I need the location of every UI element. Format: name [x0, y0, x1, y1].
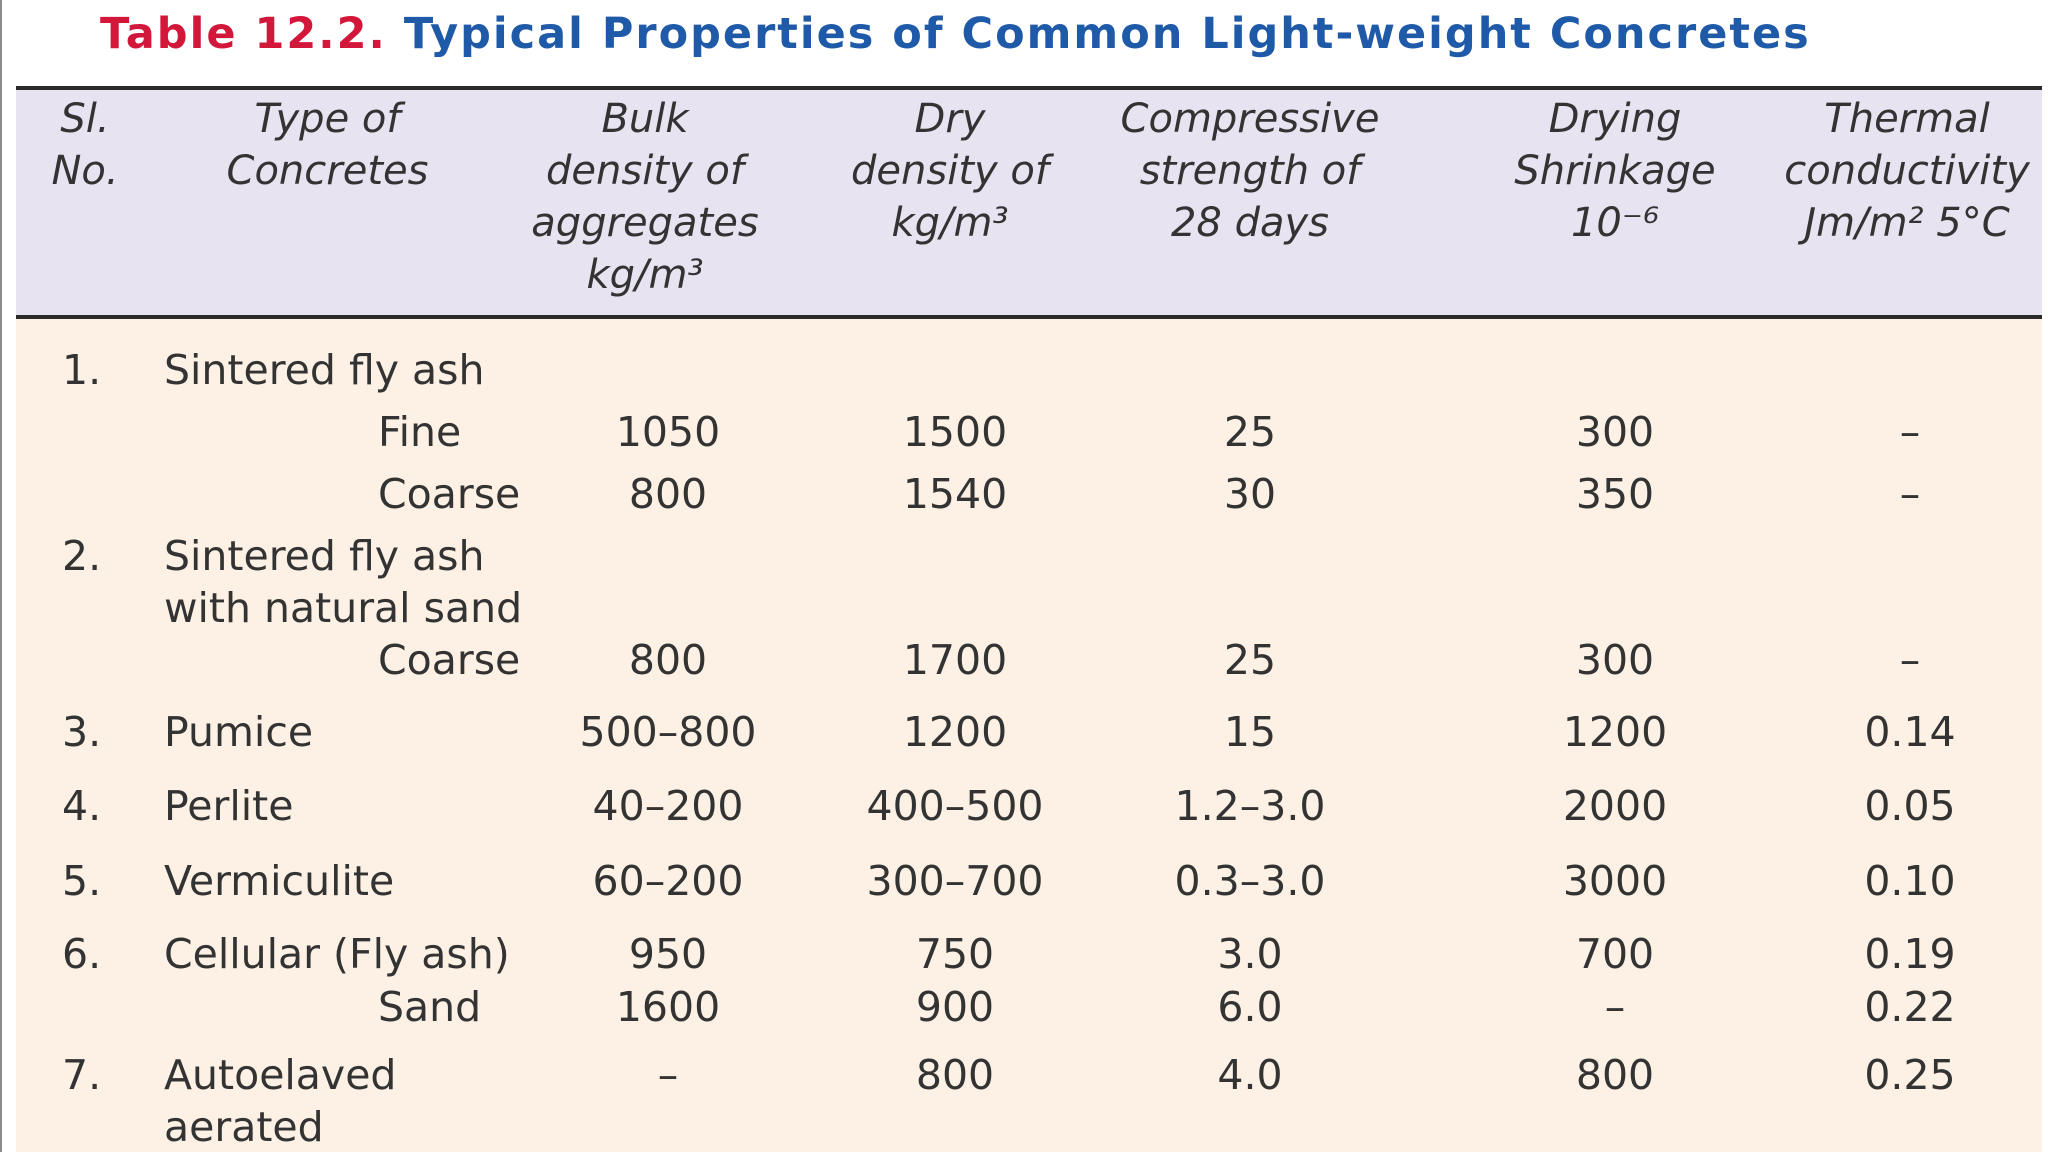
cell-dry: 1700: [902, 636, 1008, 684]
cell-shrink: 800: [1575, 1051, 1655, 1099]
cell-shrink: 2000: [1562, 782, 1668, 830]
cell-subtype: Fine: [378, 408, 462, 456]
body-band: [16, 318, 2042, 1152]
cell-thermal: –: [1899, 470, 1921, 518]
cell-thermal: –: [1899, 636, 1921, 684]
cell-thermal: 0.22: [1864, 983, 1956, 1031]
cell-sl: 1.: [62, 346, 102, 394]
cell-bulk: –: [657, 1051, 679, 1099]
window-edge: [0, 0, 2, 1152]
cell-subtype: Coarse: [378, 636, 521, 684]
cell-comp: 25: [1223, 636, 1277, 684]
cell-sl: 5.: [62, 857, 102, 905]
cell-sl: 4.: [62, 782, 102, 830]
cell-bulk: 60–200: [592, 857, 744, 905]
cell-comp: 15: [1223, 708, 1277, 756]
cell-type: Autoelaved aerated: [164, 1051, 397, 1151]
cell-dry: 1500: [902, 408, 1008, 456]
cell-type: Sintered fly ash: [164, 346, 485, 394]
cell-subtype: Sand: [378, 983, 482, 1031]
cell-comp: 6.0: [1217, 983, 1283, 1031]
table-caption: Typical Properties of Common Light-weigh…: [403, 9, 1811, 59]
cell-bulk: 500–800: [579, 708, 757, 756]
cell-comp: 1.2–3.0: [1174, 782, 1326, 830]
table-title: Table 12.2. Typical Properties of Common…: [100, 8, 2020, 60]
cell-bulk: 1600: [615, 983, 721, 1031]
table-number: Table 12.2.: [100, 9, 387, 59]
cell-sl: 6.: [62, 930, 102, 978]
cell-bulk: 40–200: [592, 782, 744, 830]
cell-thermal: 0.14: [1864, 708, 1956, 756]
cell-thermal: 0.05: [1864, 782, 1956, 830]
cell-comp: 25: [1223, 408, 1277, 456]
cell-type: Sintered fly ash with natural sand: [164, 532, 523, 632]
cell-type: Vermiculite: [164, 857, 395, 905]
cell-shrink: 300: [1575, 408, 1655, 456]
cell-type: Pumice: [164, 708, 314, 756]
cell-bulk: 800: [628, 470, 708, 518]
cell-dry: 400–500: [866, 782, 1044, 830]
cell-comp: 3.0: [1217, 930, 1283, 978]
cell-sl: 7.: [62, 1051, 102, 1099]
cell-dry: 900: [915, 983, 995, 1031]
cell-shrink: 3000: [1562, 857, 1668, 905]
cell-shrink: 700: [1575, 930, 1655, 978]
cell-comp: 4.0: [1217, 1051, 1283, 1099]
cell-thermal: 0.10: [1864, 857, 1956, 905]
header-rule: [16, 315, 2042, 319]
cell-sl: 3.: [62, 708, 102, 756]
cell-bulk: 1050: [615, 408, 721, 456]
header-compressive-strength: Compressive strength of 28 days: [1120, 96, 1380, 246]
cell-shrink: 350: [1575, 470, 1655, 518]
header-sl-no: Sl. No.: [51, 96, 119, 194]
cell-comp: 30: [1223, 470, 1277, 518]
cell-comp: 0.3–3.0: [1174, 857, 1326, 905]
header-bulk-density: Bulk density of aggregates kg/m³: [531, 96, 759, 298]
cell-sl: 2.: [62, 532, 102, 580]
cell-thermal: 0.19: [1864, 930, 1956, 978]
cell-thermal: 0.25: [1864, 1051, 1956, 1099]
cell-subtype: Coarse: [378, 470, 521, 518]
cell-type: Perlite: [164, 782, 294, 830]
header-band: [16, 88, 2042, 318]
cell-bulk: 800: [628, 636, 708, 684]
top-rule: [16, 86, 2042, 90]
cell-dry: 1540: [902, 470, 1008, 518]
cell-dry: 300–700: [866, 857, 1044, 905]
cell-dry: 800: [915, 1051, 995, 1099]
cell-thermal: –: [1899, 408, 1921, 456]
cell-bulk: 950: [628, 930, 708, 978]
header-drying-shrinkage: Drying Shrinkage 10⁻⁶: [1514, 96, 1716, 246]
cell-dry: 750: [915, 930, 995, 978]
cell-dry: 1200: [902, 708, 1008, 756]
header-type: Type of Concretes: [226, 96, 429, 194]
cell-type: Cellular (Fly ash): [164, 930, 510, 978]
header-thermal-conductivity: Thermal conductivity Jm/m² 5°C: [1784, 96, 2030, 246]
header-dry-density: Dry density of kg/m³: [851, 96, 1049, 246]
cell-shrink: 300: [1575, 636, 1655, 684]
cell-shrink: 1200: [1562, 708, 1668, 756]
cell-shrink: –: [1604, 983, 1626, 1031]
